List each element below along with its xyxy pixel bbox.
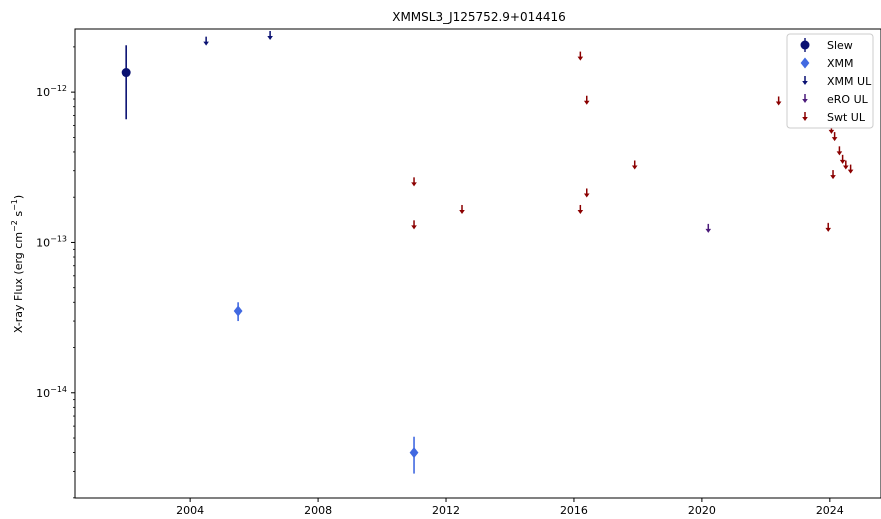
- legend-swt-ul-label: Swt UL: [827, 111, 866, 124]
- plot-area-frame: [74, 28, 881, 499]
- legend-ero-ul-label: eRO UL: [827, 93, 869, 106]
- legend-xmm-ul-label: XMM UL: [827, 75, 872, 88]
- swt-ul-upper-limit: [577, 51, 584, 61]
- swt-ul-upper-limit: [631, 160, 638, 170]
- xmm-point: [233, 305, 243, 317]
- y-tick-label: 10−14: [36, 385, 67, 400]
- legend-xmm-marker: [800, 57, 810, 69]
- swt-ul-upper-limit: [839, 154, 846, 164]
- legend-box: [786, 33, 874, 129]
- y-axis-label: X-ray Flux (erg cm−2 s−1): [10, 195, 25, 333]
- legend-xmm-label: XMM: [827, 57, 854, 70]
- legend-xmm-ul-marker: [802, 76, 808, 85]
- legend-ero-ul-marker: [802, 94, 808, 103]
- swt-ul-upper-limit: [836, 146, 843, 156]
- swt-ul-upper-limit: [411, 220, 417, 230]
- swt-ul-upper-limit: [831, 132, 838, 142]
- x-tick-label: 2004: [176, 504, 204, 517]
- slew-point: [121, 68, 131, 78]
- swt-ul-upper-limit: [583, 95, 590, 105]
- y-axis-label-main: X-ray Flux: [12, 278, 25, 334]
- ero-ul-upper-limit: [705, 223, 712, 233]
- swt-ul-upper-limit: [830, 170, 836, 180]
- xmm-ul-upper-limit: [203, 36, 209, 46]
- swt-ul-upper-limit: [847, 164, 854, 174]
- swt-ul-upper-limit: [411, 177, 417, 187]
- swt-ul-upper-limit: [577, 204, 584, 214]
- x-tick-label: 2008: [304, 504, 332, 517]
- xmm-ul-upper-limit: [267, 30, 273, 40]
- x-tick-label: 2020: [688, 504, 716, 517]
- y-tick-label: 10−12: [36, 84, 67, 99]
- legend-swt-ul-marker: [802, 112, 808, 121]
- swt-ul-upper-limit: [459, 204, 465, 214]
- y-tick-label: 10−13: [36, 234, 67, 249]
- y-axis-label-units: (erg cm: [12, 232, 25, 275]
- swt-ul-upper-limit: [843, 160, 849, 170]
- x-tick-label: 2024: [816, 504, 844, 517]
- swt-ul-upper-limit: [775, 96, 782, 106]
- chart-title: XMMSL3_J125752.9+014416: [392, 10, 566, 24]
- axis-ticks: 2004 2008 2012 2016 2020 2024 10−14 10−13 10−12: [36, 46, 844, 517]
- legend: Slew XMM XMM UL eRO UL Swt UL: [786, 33, 874, 129]
- legend-slew-marker: [800, 40, 810, 50]
- x-tick-label: 2012: [432, 504, 460, 517]
- swt-ul-upper-limit: [825, 222, 832, 232]
- x-tick-label: 2016: [560, 504, 588, 517]
- swt-ul-upper-limit: [583, 188, 590, 198]
- data-layer: [121, 30, 854, 474]
- legend-slew-label: Slew: [827, 39, 853, 52]
- xmm-point: [409, 447, 419, 459]
